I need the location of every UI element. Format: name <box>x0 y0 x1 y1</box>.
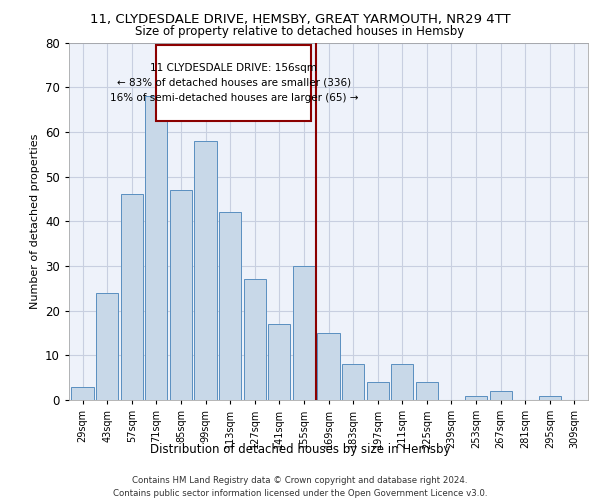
Bar <box>465 396 487 400</box>
Bar <box>96 292 118 400</box>
Text: Size of property relative to detached houses in Hemsby: Size of property relative to detached ho… <box>136 25 464 38</box>
Bar <box>121 194 143 400</box>
Bar <box>244 280 266 400</box>
Bar <box>145 96 167 400</box>
Text: Distribution of detached houses by size in Hemsby: Distribution of detached houses by size … <box>150 442 450 456</box>
Bar <box>317 333 340 400</box>
Y-axis label: Number of detached properties: Number of detached properties <box>29 134 40 309</box>
Bar <box>391 364 413 400</box>
Bar <box>268 324 290 400</box>
Bar <box>170 190 192 400</box>
Bar <box>157 44 311 120</box>
Bar <box>416 382 438 400</box>
Text: 11 CLYDESDALE DRIVE: 156sqm
← 83% of detached houses are smaller (336)
16% of se: 11 CLYDESDALE DRIVE: 156sqm ← 83% of det… <box>110 63 358 102</box>
Text: 11, CLYDESDALE DRIVE, HEMSBY, GREAT YARMOUTH, NR29 4TT: 11, CLYDESDALE DRIVE, HEMSBY, GREAT YARM… <box>89 12 511 26</box>
Text: Contains HM Land Registry data © Crown copyright and database right 2024.
Contai: Contains HM Land Registry data © Crown c… <box>113 476 487 498</box>
Bar <box>293 266 315 400</box>
Bar <box>539 396 561 400</box>
Bar <box>342 364 364 400</box>
Bar <box>194 141 217 400</box>
Bar <box>219 212 241 400</box>
Bar <box>71 386 94 400</box>
Bar <box>490 391 512 400</box>
Bar <box>367 382 389 400</box>
